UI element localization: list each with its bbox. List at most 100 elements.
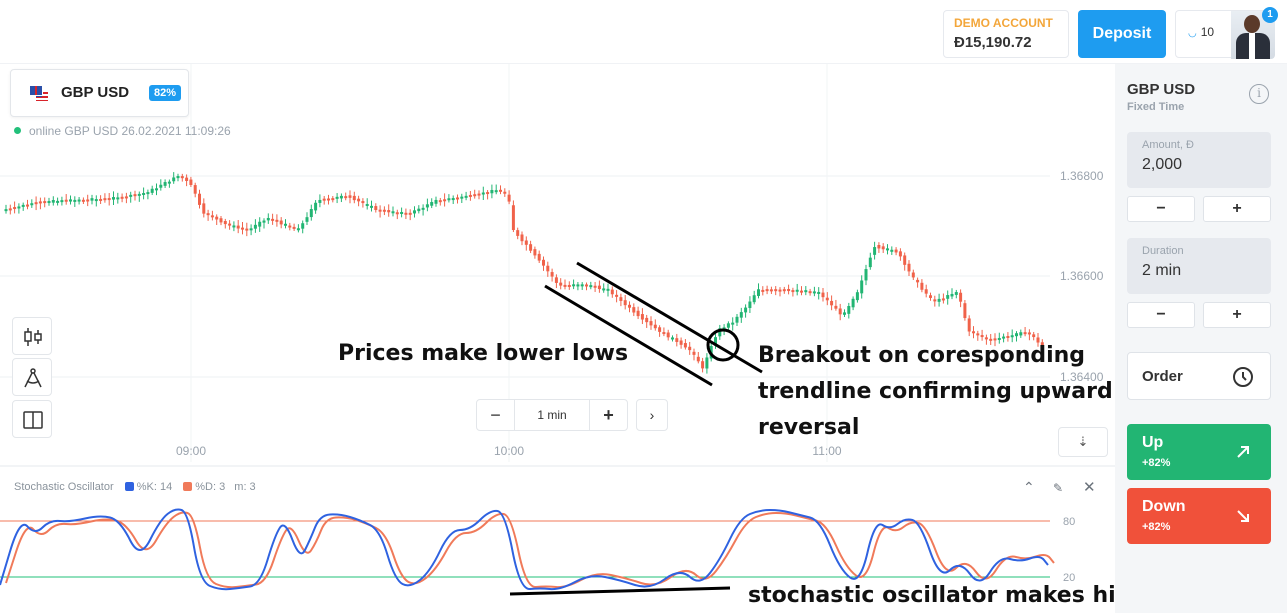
amount-field[interactable]: Amount, Đ 2,000: [1127, 132, 1271, 188]
candle: [94, 199, 98, 202]
fit-chart-icon[interactable]: ⇣: [1058, 427, 1108, 457]
candle: [155, 188, 158, 191]
candle: [696, 356, 700, 362]
account-selector[interactable]: DEMO ACCOUNT Đ15,190.72: [943, 10, 1069, 58]
layout-button[interactable]: [12, 400, 52, 438]
candle: [387, 210, 391, 213]
candle: [361, 201, 365, 204]
annotation-breakout: Breakout on coresponding trendline confi…: [758, 338, 1118, 446]
duration-increase-button[interactable]: +: [1203, 302, 1271, 328]
candle: [335, 196, 339, 199]
candle: [163, 182, 167, 186]
candle: [1032, 334, 1036, 338]
time-tick-label: 11:00: [812, 444, 841, 458]
candle: [778, 289, 782, 292]
online-dot-icon: [14, 127, 21, 134]
candle: [245, 228, 249, 231]
chevron-right-icon[interactable]: ›: [636, 399, 668, 431]
payout-badge: 82%: [149, 85, 182, 101]
timeframe-increase-button[interactable]: +: [589, 400, 627, 430]
candle: [559, 282, 563, 286]
edit-icon[interactable]: ✎: [1053, 481, 1064, 495]
duration-label: Duration: [1142, 245, 1184, 257]
close-icon[interactable]: ✕: [1083, 479, 1096, 496]
candle: [920, 282, 924, 290]
deposit-button[interactable]: Deposit: [1078, 10, 1166, 58]
candle: [972, 331, 975, 334]
candle: [812, 291, 816, 294]
up-button[interactable]: Up +82%: [1127, 424, 1271, 480]
candle: [739, 312, 743, 318]
candle: [477, 193, 481, 196]
candle: [800, 290, 803, 293]
candle: [86, 199, 90, 202]
candle: [447, 198, 451, 201]
candle: [954, 292, 958, 295]
online-status: online GBP USD 26.02.2021 11:09:26: [14, 124, 231, 138]
asset-name: GBP USD: [61, 84, 130, 101]
candle: [382, 209, 386, 212]
candle: [782, 289, 786, 292]
candle: [284, 223, 287, 226]
price-chart[interactable]: 1.36800 1.36600 1.36400 09:00 10:00 11:00 80 2…: [0, 64, 1115, 613]
panel-asset: GBP USD: [1127, 81, 1196, 98]
chevron-up-icon[interactable]: ⌃: [1023, 479, 1035, 495]
candle: [305, 217, 309, 222]
asset-selector[interactable]: GBP USD 82%: [10, 69, 189, 117]
candle: [494, 190, 498, 193]
candlestick-icon: [24, 328, 42, 346]
level-value: 10: [1200, 25, 1215, 39]
notification-badge[interactable]: 1: [1262, 7, 1278, 23]
timeframe-decrease-button[interactable]: −: [477, 400, 515, 430]
top-bar: DEMO ACCOUNT Đ15,190.72 Deposit ◡ 10 1: [0, 0, 1287, 64]
amount-increase-button[interactable]: +: [1203, 196, 1271, 222]
candle: [348, 195, 352, 198]
candle: [722, 327, 726, 330]
candle: [490, 189, 494, 194]
candle: [894, 249, 898, 253]
candle: [640, 314, 644, 320]
candle: [907, 263, 911, 272]
candle: [1006, 336, 1010, 339]
candle: [258, 221, 262, 227]
down-button[interactable]: Down +82%: [1127, 488, 1271, 544]
d-line: [5, 511, 1055, 589]
candle: [4, 209, 8, 212]
chart-type-button[interactable]: [12, 317, 52, 355]
candle: [855, 292, 859, 301]
drawing-tools-button[interactable]: [12, 358, 52, 396]
candle: [1040, 342, 1044, 347]
candle: [653, 324, 657, 329]
candle: [451, 198, 455, 201]
candle: [391, 211, 395, 214]
candle: [941, 298, 945, 301]
duration-decrease-button[interactable]: −: [1127, 302, 1195, 328]
duration-field[interactable]: Duration 2 min: [1127, 238, 1271, 294]
candle: [112, 197, 115, 200]
candle: [585, 284, 588, 287]
candle: [129, 194, 133, 197]
candle: [13, 207, 17, 210]
candle: [843, 312, 846, 315]
candle: [838, 308, 842, 315]
amount-decrease-button[interactable]: −: [1127, 196, 1195, 222]
candle: [103, 198, 107, 201]
candle: [576, 284, 580, 287]
candle: [413, 210, 416, 214]
panel-mode: Fixed Time: [1127, 101, 1185, 113]
info-icon[interactable]: i: [1249, 84, 1269, 104]
amount-value: 2,000: [1142, 156, 1183, 173]
candle: [408, 212, 412, 215]
candle: [701, 361, 705, 369]
candle: [21, 204, 25, 207]
candle: [26, 204, 29, 207]
profile-button[interactable]: ◡ 10: [1175, 10, 1275, 59]
candle: [834, 305, 838, 309]
candle: [288, 225, 292, 228]
candle: [984, 337, 988, 340]
candle: [847, 306, 851, 314]
candle: [30, 203, 34, 206]
annotation-breakout-line-2: trendline confirming upward: [758, 379, 1113, 404]
order-button[interactable]: Order: [1127, 352, 1271, 400]
candle: [602, 288, 606, 291]
